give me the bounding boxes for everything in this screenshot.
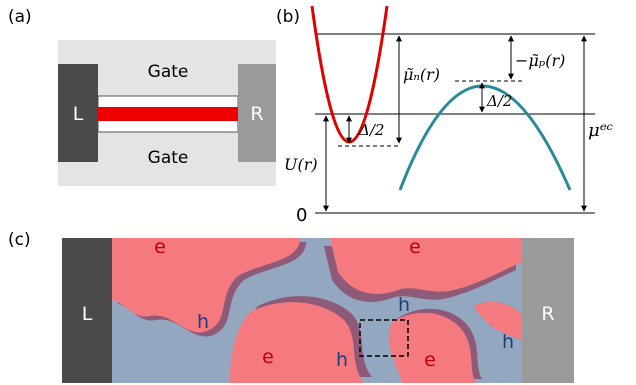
channel-strip bbox=[98, 107, 238, 121]
lead-left-label: L bbox=[73, 103, 84, 125]
U-label: U(r) bbox=[284, 155, 318, 174]
electron-puddle bbox=[388, 312, 476, 383]
device-schematic: Gate Gate L R bbox=[58, 40, 276, 186]
hole-label: h bbox=[336, 349, 348, 371]
electron-label: e bbox=[424, 349, 436, 371]
lead-right-label: R bbox=[250, 103, 263, 125]
electron-label: e bbox=[154, 236, 166, 258]
hole-label: h bbox=[398, 294, 410, 316]
lead-right bbox=[238, 64, 276, 162]
delta-lower-label: Δ/2 bbox=[358, 121, 384, 139]
lead-right bbox=[522, 238, 574, 383]
electron-label: e bbox=[262, 346, 274, 368]
electron-puddle bbox=[112, 238, 300, 333]
puddle-landscape: L R e e h h e h e h bbox=[62, 236, 574, 383]
zero-label: 0 bbox=[296, 205, 307, 226]
lead-left bbox=[58, 64, 98, 162]
electron-puddle bbox=[474, 301, 522, 340]
mu-ec-label: μᵉᶜ bbox=[588, 120, 613, 141]
panel-a-label: (a) bbox=[8, 7, 32, 27]
mu-p-label: −μ̃ₚ(r) bbox=[515, 51, 565, 70]
hole-label: h bbox=[502, 331, 514, 353]
panel-b-label: (b) bbox=[276, 7, 300, 27]
lead-left bbox=[62, 238, 112, 383]
gate-bottom-label: Gate bbox=[148, 148, 189, 168]
electron-puddle bbox=[230, 302, 364, 383]
panel-c-label: (c) bbox=[8, 230, 31, 250]
lead-right-label: R bbox=[541, 303, 554, 325]
delta-upper-label: Δ/2 bbox=[486, 92, 512, 110]
valence-band-curve bbox=[398, 84, 572, 191]
electron-puddle bbox=[330, 238, 522, 294]
zoom-region-box bbox=[359, 319, 409, 357]
lead-left-label: L bbox=[82, 303, 93, 325]
electron-label: e bbox=[409, 236, 421, 258]
band-diagram: μ̃ₙ(r) −μ̃ₚ(r) Δ/2 Δ/2 U(r) μᵉᶜ 0 bbox=[284, 5, 613, 226]
gate-top-label: Gate bbox=[148, 62, 189, 82]
mu-n-label: μ̃ₙ(r) bbox=[403, 65, 440, 84]
hole-label: h bbox=[197, 311, 209, 333]
